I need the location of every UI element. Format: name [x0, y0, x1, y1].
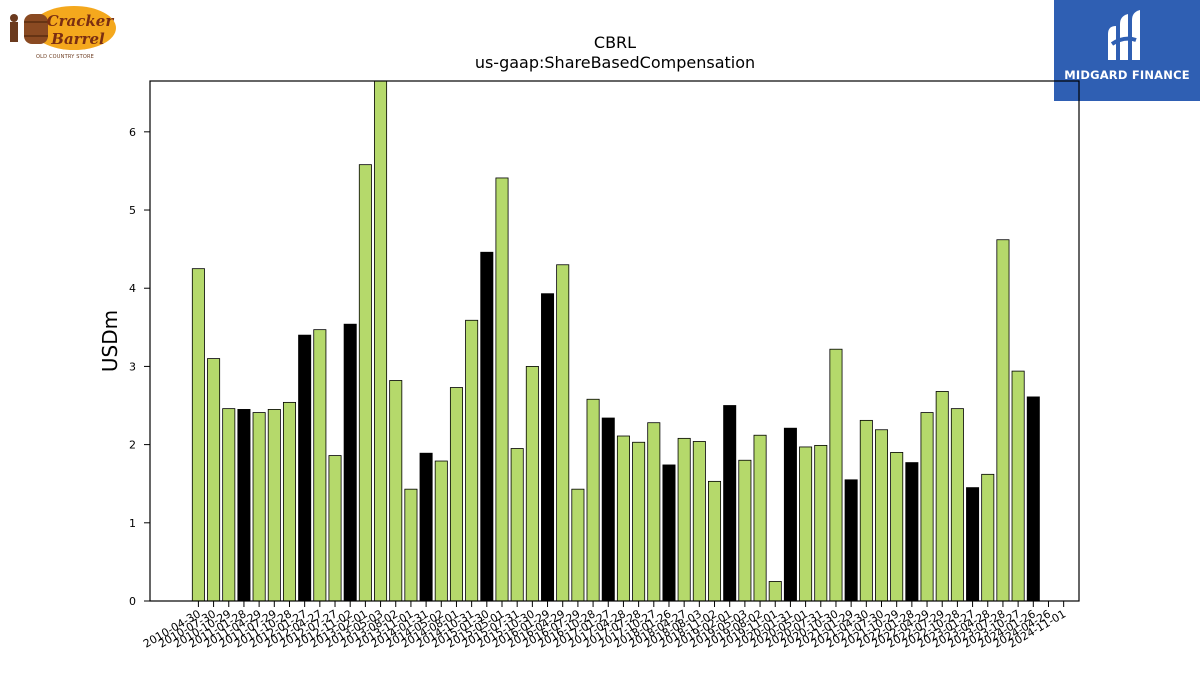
svg-text:Cracker: Cracker: [47, 12, 115, 30]
bar-2014-08-01: [449, 387, 463, 602]
bar-2020-05-01: [799, 446, 813, 602]
bar-2019-11-01: [768, 581, 782, 602]
midgard-finance-name: MIDGARD FINANCE: [1064, 68, 1190, 82]
bar-2017-01-27: [601, 417, 615, 602]
bar-2023-10-27: [1011, 370, 1025, 602]
bar-2010-07-30: [207, 358, 221, 602]
bar-2015-05-01: [495, 177, 509, 602]
bar-2010-10-29: [222, 408, 236, 602]
bar-2017-10-27: [647, 422, 661, 602]
bar-2013-08-02: [389, 380, 403, 602]
bar-2021-01-29: [844, 479, 858, 602]
bar-2019-02-01: [723, 405, 737, 602]
bar-2016-10-28: [586, 398, 600, 602]
bar-2012-11-02: [343, 323, 357, 602]
bar-2012-01-27: [298, 334, 312, 602]
bar-2021-04-30: [859, 419, 873, 602]
bar-2018-08-03: [692, 441, 706, 602]
x-axis-ticks: 2010-04-302010-07-302010-10-292011-01-28…: [141, 601, 1068, 651]
bar-2020-01-31: [783, 427, 797, 602]
bars-group: [191, 80, 1040, 602]
bar-2023-04-28: [981, 473, 995, 602]
cracker-barrel-badge-icon: Cracker Barrel: [10, 6, 116, 50]
bar-2015-07-31: [510, 448, 524, 602]
bar-2022-01-28: [905, 462, 919, 602]
y-tick-label: 0: [129, 595, 136, 608]
y-tick-label: 3: [129, 360, 136, 373]
bar-2015-10-30: [525, 366, 539, 602]
bar-2024-01-26: [1026, 396, 1040, 602]
bar-2016-04-29: [556, 264, 570, 602]
bar-2022-10-28: [950, 408, 964, 602]
bar-2019-08-02: [753, 434, 767, 602]
y-tick-label: 1: [129, 517, 136, 530]
bar-2016-07-29: [571, 488, 585, 602]
bar-2011-10-28: [282, 401, 296, 602]
bar-2020-10-30: [829, 348, 843, 602]
y-tick-label: 6: [129, 126, 136, 139]
bar-2013-05-03: [374, 80, 388, 602]
bar-2014-10-31: [465, 319, 479, 602]
y-tick-label: 4: [129, 282, 136, 295]
bar-2018-04-27: [677, 437, 691, 602]
bar-2023-01-27: [966, 487, 980, 602]
bar-2011-07-29: [267, 409, 281, 602]
bar-2014-01-31: [419, 452, 433, 602]
bar-2022-07-29: [935, 391, 949, 602]
midgard-finance-logo: MIDGARD FINANCE: [1054, 0, 1200, 101]
y-axis-label: USDm: [98, 310, 122, 372]
bar-2013-02-01: [358, 164, 372, 602]
svg-text:Barrel: Barrel: [50, 30, 105, 48]
bar-2013-11-01: [404, 488, 418, 602]
bar-2023-07-28: [996, 239, 1010, 602]
y-tick-label: 5: [129, 204, 136, 217]
bar-2016-01-29: [541, 293, 555, 602]
bar-2021-07-30: [875, 429, 889, 602]
chart-subtitle: us-gaap:ShareBasedCompensation: [475, 53, 755, 72]
bar-2014-05-02: [434, 460, 448, 602]
cracker-barrel-tagline: OLD COUNTRY STORE: [36, 54, 95, 60]
bar-2018-11-02: [708, 480, 722, 602]
bar-2011-01-28: [237, 409, 251, 602]
plot-frame: [149, 80, 1080, 602]
midgard-emblem-icon: [1108, 10, 1140, 60]
bar-2010-04-30: [191, 268, 205, 602]
bar-2017-04-28: [616, 435, 630, 602]
bar-2021-10-29: [890, 452, 904, 602]
chart-title: CBRL: [594, 33, 636, 52]
bar-2012-07-27: [328, 455, 342, 602]
bar-2019-05-03: [738, 459, 752, 602]
bar-2020-07-31: [814, 444, 828, 602]
bar-2012-04-27: [313, 329, 327, 602]
cracker-barrel-logo: Cracker Barrel OLD COUNTRY STORE: [4, 4, 118, 66]
bar-2018-01-26: [662, 464, 676, 602]
bar-2011-04-29: [252, 412, 266, 602]
y-axis-ticks: 0 1 2 3 4 5 6: [129, 126, 150, 608]
bar-2017-07-28: [632, 441, 646, 602]
y-tick-label: 2: [129, 439, 136, 452]
bar-2015-01-30: [480, 251, 494, 602]
bar-2022-04-29: [920, 412, 934, 602]
